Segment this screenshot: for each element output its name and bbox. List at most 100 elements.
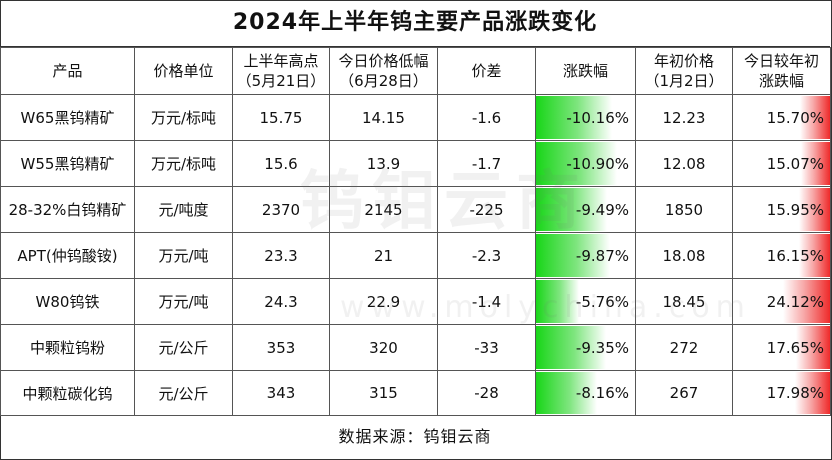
cell-ytd-text: 17.98% <box>766 384 824 402</box>
cell-today: 22.9 <box>329 278 438 325</box>
cell-change: -9.35% <box>535 324 636 371</box>
positive-change-bar <box>799 96 830 139</box>
header-start-line: （1月2日） <box>644 72 724 90</box>
positive-change-bar <box>795 326 830 369</box>
cell-start-text: 267 <box>669 384 699 402</box>
cell-diff: -1.7 <box>437 140 536 187</box>
cell-ytd-text: 15.07% <box>766 154 824 173</box>
positive-change-bar <box>800 142 830 185</box>
negative-change-bar <box>536 234 610 277</box>
cell-unit-text: 元/吨度 <box>158 201 209 219</box>
cell-start-text: 12.23 <box>662 108 706 127</box>
cell-unit: 元/公斤 <box>134 370 233 416</box>
cell-today: 320 <box>329 324 438 371</box>
cell-today: 14.15 <box>329 94 438 141</box>
cell-change-text: -9.87% <box>575 246 629 265</box>
header-today-line: 今日价格低幅 <box>338 52 429 70</box>
cell-ytd: 17.65% <box>732 324 831 371</box>
cell-high: 2370 <box>232 186 330 233</box>
page-title: 2024年上半年钨主要产品涨跌变化 <box>0 0 830 47</box>
cell-unit: 元/公斤 <box>134 324 233 371</box>
cell-product: APT(仲钨酸铵) <box>0 232 135 279</box>
cell-unit: 元/吨度 <box>134 186 233 233</box>
negative-change-bar <box>536 96 612 139</box>
cell-ytd: 24.12% <box>732 278 831 325</box>
cell-start: 12.23 <box>635 94 733 141</box>
cell-diff-text: -1.4 <box>471 292 502 311</box>
cell-unit: 万元/吨 <box>134 278 233 325</box>
cell-unit-text: 万元/标吨 <box>150 109 217 127</box>
cell-diff: -225 <box>437 186 536 233</box>
cell-product-text: 中颗粒碳化钨 <box>22 384 113 403</box>
cell-start-text: 18.45 <box>662 292 706 311</box>
cell-start: 18.08 <box>635 232 733 279</box>
table-header-row: 产品 价格单位 上半年高点 （5月21日） 今日价格低幅 （6月28日） 价差 涨跌幅 年初价格… <box>0 47 831 95</box>
cell-change-text: -8.16% <box>575 384 629 402</box>
cell-diff-text: -2.3 <box>471 246 502 265</box>
cell-today-text: 320 <box>369 338 398 357</box>
cell-today: 21 <box>329 232 438 279</box>
cell-change-text: -9.35% <box>575 338 629 357</box>
cell-high: 23.3 <box>232 232 330 279</box>
cell-unit-text: 万元/吨 <box>158 293 209 311</box>
cell-high-text: 2370 <box>261 200 301 219</box>
negative-change-bar <box>536 142 618 185</box>
cell-diff-text: -225 <box>469 200 504 219</box>
cell-change: -9.87% <box>535 232 636 279</box>
header-diff: 价差 <box>437 47 536 95</box>
cell-change-text: -10.90% <box>566 154 629 173</box>
cell-product: 中颗粒钨粉 <box>0 324 135 371</box>
cell-change-text: -10.16% <box>566 108 629 127</box>
cell-product-text: 中颗粒钨粉 <box>29 339 105 357</box>
cell-start: 18.45 <box>635 278 733 325</box>
cell-start: 267 <box>635 370 733 416</box>
table-row: 中颗粒碳化钨 元/公斤 343 315 -28 -8.16% 267 17.98% <box>0 370 831 416</box>
cell-change-text: -5.76% <box>575 292 629 311</box>
cell-diff: -28 <box>437 370 536 416</box>
cell-ytd-text: 17.65% <box>766 338 824 357</box>
cell-ytd: 15.70% <box>732 94 831 141</box>
header-high-line: 上半年高点 <box>243 52 319 70</box>
cell-high: 353 <box>232 324 330 371</box>
data-source-note: 数据来源：钨钼云商 <box>338 427 492 446</box>
cell-product-text: APT(仲钨酸铵) <box>17 247 118 265</box>
header-today-line: （6月28日） <box>339 72 428 90</box>
cell-diff-text: -33 <box>474 338 499 357</box>
table-row: W65黑钨精矿 万元/标吨 15.75 14.15 -1.6 -10.16% 12.23 15… <box>0 94 831 141</box>
cell-product: 中颗粒碳化钨 <box>0 370 135 416</box>
cell-high-text: 15.6 <box>264 154 298 173</box>
cell-high-text: 343 <box>266 384 296 402</box>
cell-unit-text: 元/公斤 <box>158 339 209 357</box>
cell-high: 15.6 <box>232 140 330 187</box>
negative-change-bar <box>536 372 597 414</box>
cell-today-text: 13.9 <box>366 154 401 173</box>
cell-diff-text: -1.6 <box>471 108 502 127</box>
cell-product-text: W80钨铁 <box>35 293 100 311</box>
price-change-table: 产品 价格单位 上半年高点 （5月21日） 今日价格低幅 （6月28日） 价差 涨跌幅 年初价格… <box>0 47 831 416</box>
table-row: APT(仲钨酸铵) 万元/吨 23.3 21 -2.3 -9.87% 18.08 16.15% <box>0 232 831 279</box>
positive-change-bar <box>798 234 830 277</box>
positive-change-bar <box>799 188 830 231</box>
header-ytd-line: 涨跌幅 <box>758 72 804 90</box>
header-unit: 价格单位 <box>134 47 233 95</box>
header-diff-line: 价差 <box>471 62 502 80</box>
cell-diff: -1.4 <box>437 278 536 325</box>
table-row: W80钨铁 万元/吨 24.3 22.9 -1.4 -5.76% 18.45 24.12% <box>0 278 831 325</box>
cell-today: 13.9 <box>329 140 438 187</box>
header-today: 今日价格低幅 （6月28日） <box>329 47 438 95</box>
cell-today-text: 22.9 <box>366 292 401 311</box>
cell-unit-text: 万元/标吨 <box>150 155 217 173</box>
cell-change: -5.76% <box>535 278 636 325</box>
cell-high-text: 15.75 <box>259 108 303 127</box>
negative-change-bar <box>536 280 579 323</box>
cell-today-text: 2145 <box>364 200 403 219</box>
header-ytd: 今日较年初 涨跌幅 <box>732 47 831 95</box>
header-change: 涨跌幅 <box>535 47 636 95</box>
header-high: 上半年高点 （5月21日） <box>232 47 330 95</box>
cell-product: W80钨铁 <box>0 278 135 325</box>
cell-product: W65黑钨精矿 <box>0 94 135 141</box>
table-row: 中颗粒钨粉 元/公斤 353 320 -33 -9.35% 272 17.65% <box>0 324 831 371</box>
cell-ytd: 15.07% <box>732 140 831 187</box>
cell-start: 272 <box>635 324 733 371</box>
cell-product: W55黑钨精矿 <box>0 140 135 187</box>
